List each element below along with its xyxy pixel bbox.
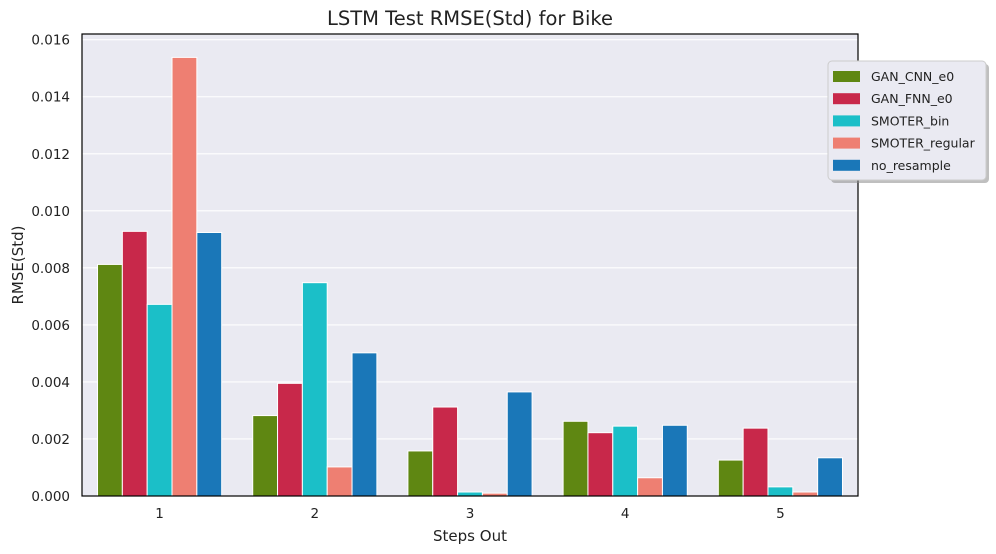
y-tick-label: 0.016 <box>31 33 70 49</box>
bar-GAN_FNN_e0-step-2 <box>277 382 303 497</box>
legend-swatch-SMOTER_bin <box>833 115 860 127</box>
chart-title: LSTM Test RMSE(Std) for Bike <box>327 7 613 30</box>
y-tick-label: 0.008 <box>31 261 70 277</box>
y-tick-label: 0.000 <box>31 489 70 505</box>
bar-SMOTER_bin-step-2 <box>301 282 328 497</box>
plot-frame <box>81 33 859 497</box>
bar-SMOTER_regular-step-4 <box>637 477 663 497</box>
bar-GAN_FNN_e0-step-4 <box>587 432 614 497</box>
y-tick-label: 0.012 <box>31 147 70 163</box>
legend-label: SMOTER_bin <box>871 113 949 128</box>
x-ticks: 1 2 3 4 5 <box>155 506 784 522</box>
bar-GAN_FNN_e0-step-3 <box>432 406 459 497</box>
bars <box>97 56 843 497</box>
legend-label: no_resample <box>871 158 951 173</box>
bar-SMOTER_regular-step-1 <box>171 56 198 497</box>
bar-GAN_CNN_e0-step-1 <box>97 263 123 497</box>
x-tick-label: 4 <box>621 506 630 522</box>
bar-no_resample-step-4 <box>661 424 688 497</box>
bar-no_resample-step-3 <box>506 391 533 497</box>
x-tick-label: 5 <box>776 506 785 522</box>
bar-SMOTER_bin-step-5 <box>767 486 794 497</box>
y-tick-label: 0.014 <box>31 90 70 106</box>
y-tick-label: 0.002 <box>31 432 70 448</box>
bar-GAN_CNN_e0-step-4 <box>562 420 589 497</box>
x-tick-label: 3 <box>466 506 475 522</box>
x-tick-label: 2 <box>311 506 320 522</box>
bar-GAN_FNN_e0-step-5 <box>742 427 769 497</box>
bar-no_resample-step-1 <box>196 231 223 497</box>
y-tick-label: 0.010 <box>31 204 70 220</box>
legend-box <box>827 60 987 181</box>
legend: GAN_CNN_e0 GAN_FNN_e0 SMOTER_bin SMOTER_reg… <box>827 60 989 183</box>
legend-swatch-GAN_FNN_e0 <box>833 93 860 105</box>
legend-label: GAN_FNN_e0 <box>871 91 953 106</box>
y-axis-label: RMSE(Std) <box>9 226 27 305</box>
bar-GAN_FNN_e0-step-1 <box>121 230 148 497</box>
bar-no_resample-step-2 <box>351 352 378 497</box>
legend-label: SMOTER_regular <box>871 136 976 151</box>
x-axis-label: Steps Out <box>433 527 507 545</box>
bar-SMOTER_regular-step-2 <box>326 466 353 497</box>
bar-GAN_CNN_e0-step-3 <box>407 450 434 497</box>
x-tick-label: 1 <box>155 506 164 522</box>
bar-SMOTER_bin-step-4 <box>612 425 639 497</box>
bar-GAN_CNN_e0-step-2 <box>252 415 279 497</box>
legend-label: GAN_CNN_e0 <box>871 69 954 84</box>
y-tick-label: 0.006 <box>31 318 70 334</box>
bar-SMOTER_bin-step-1 <box>146 303 173 497</box>
bar-no_resample-step-5 <box>817 457 843 497</box>
y-ticks: 0.000 0.002 0.004 0.006 0.008 0.010 0.012 0.014… <box>31 33 70 505</box>
bar-GAN_CNN_e0-step-5 <box>717 459 744 497</box>
legend-swatch-GAN_CNN_e0 <box>833 71 860 82</box>
y-tick-label: 0.004 <box>31 375 70 391</box>
legend-swatch-no_resample <box>833 159 860 171</box>
legend-swatch-SMOTER_regular <box>833 137 860 149</box>
